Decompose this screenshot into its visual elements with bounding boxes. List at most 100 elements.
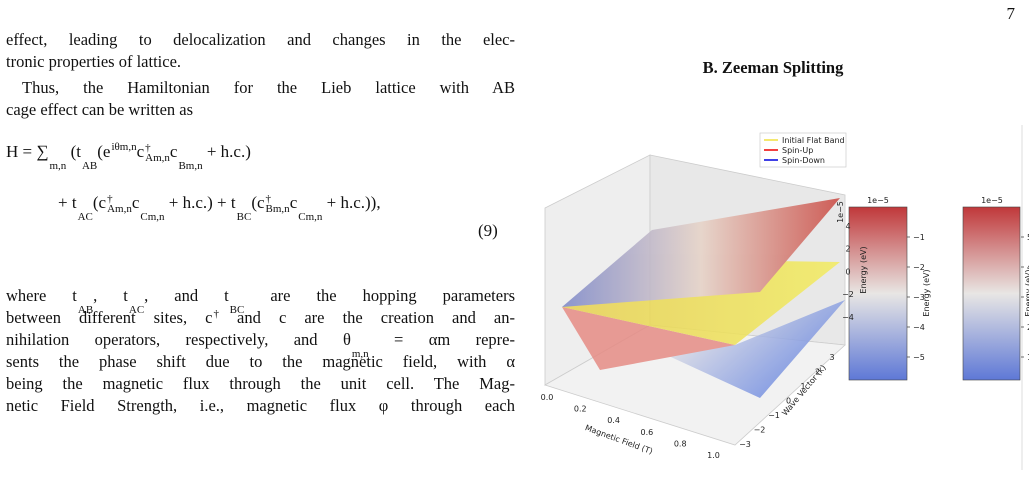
y-tick-label: 2 bbox=[815, 368, 820, 377]
subscript: Cm,n bbox=[298, 211, 323, 224]
colorbar-tick-label: −5 bbox=[913, 353, 925, 362]
y-tick-label: 3 bbox=[829, 353, 834, 362]
script: AC bbox=[78, 212, 93, 223]
colorbar-offset: 1e−5 bbox=[867, 196, 889, 205]
colorbar-tick-label: −3 bbox=[913, 293, 925, 302]
script: iθm,n bbox=[111, 141, 137, 154]
equation-line: H = ∑ m,n (t AB (e iθm,n c † Am,n c Bm,n + h.c.) bbox=[6, 141, 251, 173]
x-tick-label: 0.2 bbox=[574, 405, 587, 414]
colorbar bbox=[848, 206, 908, 381]
text-run: + h.c.) + t bbox=[164, 193, 236, 212]
script: † bbox=[213, 307, 219, 320]
subscript: Bm,n bbox=[178, 160, 203, 173]
subscript: Am,n bbox=[145, 152, 170, 165]
script: Cm,n bbox=[140, 211, 165, 224]
superscript: † bbox=[145, 142, 151, 155]
script: m,n bbox=[352, 349, 369, 360]
text-run: (c bbox=[251, 193, 265, 212]
y-tick-label: −1 bbox=[768, 411, 780, 420]
colorbar-tick-label: 3 bbox=[1027, 293, 1029, 302]
page-number: 7 bbox=[1006, 4, 1016, 23]
script: m,n bbox=[49, 160, 67, 173]
superscript: † bbox=[213, 307, 219, 320]
text-run: + h.c.) bbox=[202, 142, 251, 161]
subscript: BC bbox=[229, 304, 245, 317]
text-run: (t bbox=[66, 142, 81, 161]
text-line: netic Field Strength, i.e., magnetic flu… bbox=[6, 395, 515, 416]
script: BC bbox=[236, 211, 252, 224]
text-line: sents the phase shift due to the magneti… bbox=[6, 351, 515, 372]
text-line: where t AB, t AC, and t BC are the hopping … bbox=[6, 285, 515, 317]
script: † Bm,n bbox=[265, 193, 290, 216]
text-run: c bbox=[289, 193, 298, 212]
equation-line: + t AC (c † Am,n c Cm,n + h.c.) + t BC (c † Bm,n c C… bbox=[58, 193, 381, 224]
text-line: nihilation operators, respectively, and … bbox=[6, 329, 516, 360]
text-run: Thus, the Hamiltonian for the Lieb latti… bbox=[22, 78, 515, 97]
y-tick-label: −3 bbox=[739, 440, 751, 449]
subscript: Cm,n bbox=[140, 211, 165, 224]
text-run: tronic properties of lattice. bbox=[6, 52, 182, 71]
legend-label: Spin-Down bbox=[782, 156, 825, 165]
colorbar-tick-label: 5 bbox=[1027, 233, 1029, 242]
subscript: BC bbox=[236, 211, 252, 224]
script: BC bbox=[229, 304, 245, 317]
equation-number: (9) bbox=[478, 221, 498, 240]
x-tick-label: 0.4 bbox=[607, 416, 620, 425]
y-tick-label: 0 bbox=[786, 397, 791, 406]
text-run: c bbox=[136, 142, 145, 161]
y-tick-label: −2 bbox=[754, 426, 766, 435]
text-line: effect, leading to delocalization and ch… bbox=[6, 29, 515, 50]
text-run: H = bbox=[6, 142, 37, 161]
text-line: being the magnetic flux through the unit… bbox=[6, 373, 515, 394]
script: Cm,n bbox=[298, 211, 323, 224]
text-run: between different sites, bbox=[6, 308, 206, 327]
text-line: tronic properties of lattice. bbox=[6, 51, 515, 72]
colorbar-tick-label: −2 bbox=[913, 263, 925, 272]
text-line: Thus, the Hamiltonian for the Lieb latti… bbox=[6, 77, 515, 98]
text-run: netic Field Strength, i.e., magnetic flu… bbox=[6, 396, 515, 415]
subscript: AC bbox=[128, 304, 145, 317]
colorbar-label: Energy (eV) bbox=[922, 269, 931, 316]
text-run: + h.c.)), bbox=[322, 193, 381, 212]
text-run: , bbox=[93, 286, 124, 305]
text-run: t bbox=[72, 286, 77, 305]
colorbar-tick-label: 4 bbox=[1027, 263, 1029, 272]
script: † Am,n bbox=[107, 193, 132, 215]
surfaces bbox=[562, 198, 845, 398]
text-run: θ bbox=[342, 330, 351, 349]
legend-label: Spin-Up bbox=[782, 146, 813, 155]
colorbar-label: Energy (eV) bbox=[1024, 269, 1029, 316]
z-tick-label: −4 bbox=[842, 313, 854, 322]
colorbar-tick-label: −4 bbox=[913, 323, 925, 332]
z-tick-label: 4 bbox=[845, 222, 850, 231]
x-tick-label: 0.6 bbox=[641, 428, 654, 437]
superscript: † bbox=[107, 193, 113, 206]
text-run: c bbox=[205, 308, 213, 327]
text-run: + t bbox=[58, 193, 77, 212]
subscript: AB bbox=[77, 304, 94, 317]
script: Bm,n bbox=[178, 160, 203, 173]
subscript: Bm,n bbox=[265, 203, 290, 216]
script: AB bbox=[82, 161, 97, 172]
y-tick-label: 1 bbox=[800, 382, 805, 391]
colorbar-tick-label: −1 bbox=[913, 233, 925, 242]
text-run: cage effect can be written as bbox=[6, 100, 194, 119]
text-run: c bbox=[169, 142, 178, 161]
text-run: , and bbox=[144, 286, 225, 305]
text-run: = αm repre- bbox=[368, 330, 516, 349]
text-run: effect, leading to delocalization and ch… bbox=[6, 30, 515, 49]
text-run: being the magnetic flux through the unit… bbox=[6, 374, 515, 393]
text-run: (e bbox=[97, 142, 111, 161]
z-axis-label: Energy (eV) bbox=[859, 246, 868, 293]
superscript: iθm,n bbox=[111, 141, 137, 154]
x-tick-label: 0.0 bbox=[541, 393, 554, 402]
text-run: t bbox=[123, 286, 128, 305]
text-line: between different sites, c † and c are th… bbox=[6, 307, 515, 328]
x-tick-label: 1.0 bbox=[707, 451, 720, 460]
text-run: and c are the creation and an- bbox=[218, 308, 515, 327]
superscript: † bbox=[265, 193, 272, 206]
colorbar bbox=[962, 206, 1021, 381]
colorbar-tick-label: 2 bbox=[1027, 323, 1029, 332]
subscript: m,n bbox=[49, 160, 67, 173]
